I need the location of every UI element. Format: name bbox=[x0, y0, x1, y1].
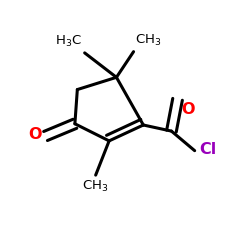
Text: O: O bbox=[28, 127, 42, 142]
Text: O: O bbox=[181, 102, 195, 117]
Text: H$_3$C: H$_3$C bbox=[55, 34, 82, 49]
Text: Cl: Cl bbox=[200, 142, 217, 157]
Text: CH$_3$: CH$_3$ bbox=[135, 33, 161, 48]
Text: CH$_3$: CH$_3$ bbox=[82, 179, 109, 194]
